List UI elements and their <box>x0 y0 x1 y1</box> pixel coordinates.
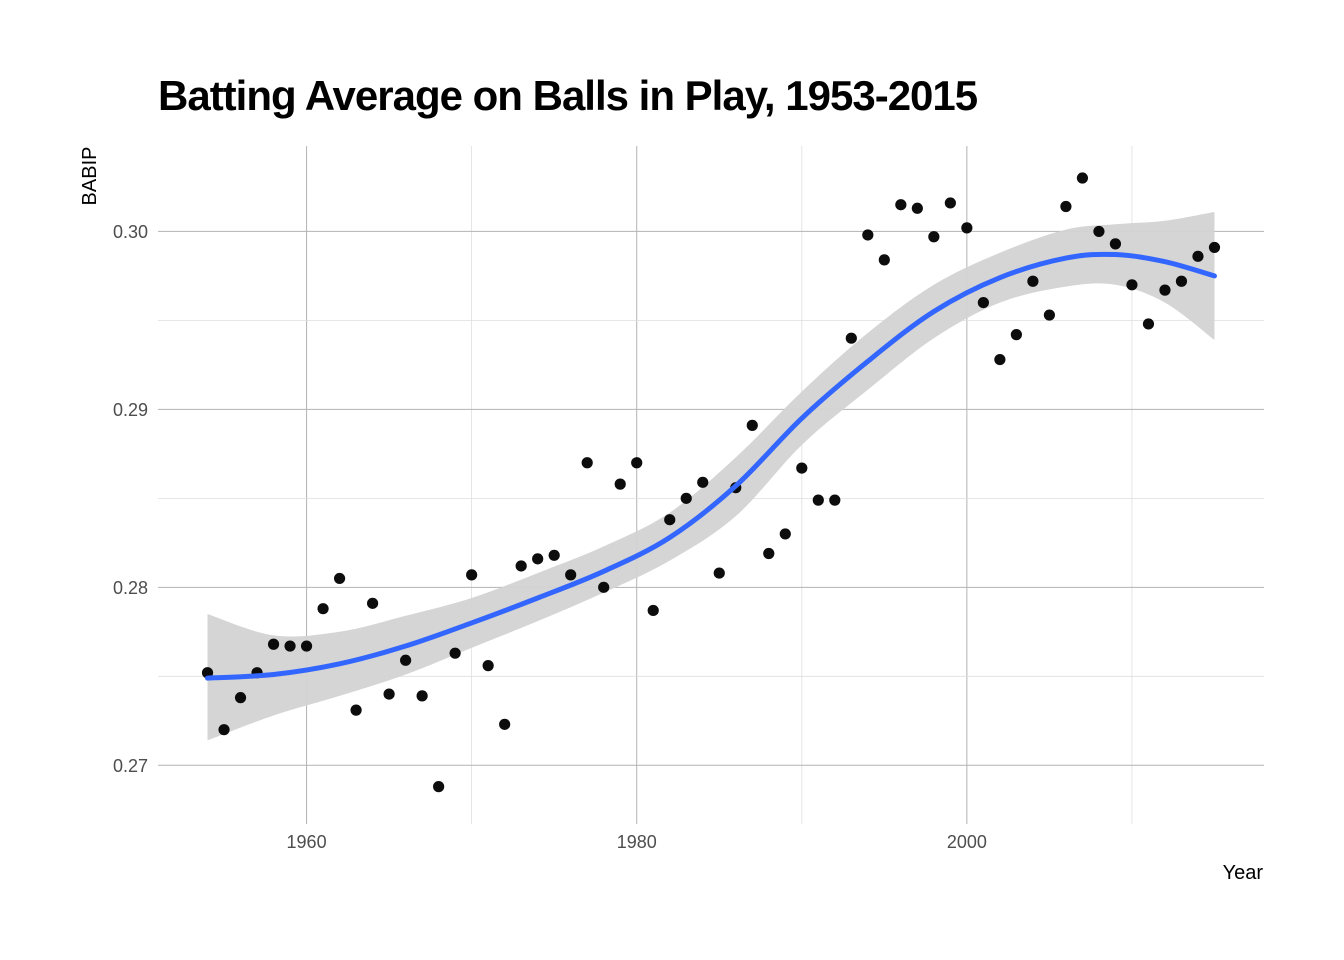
data-point <box>548 549 560 561</box>
data-point <box>763 547 775 560</box>
data-point <box>1060 200 1072 213</box>
data-point <box>1093 225 1105 238</box>
data-point <box>631 457 643 469</box>
data-point <box>499 718 511 730</box>
data-point <box>1192 250 1204 262</box>
data-point <box>366 597 379 609</box>
data-point <box>779 528 791 540</box>
data-point <box>878 254 890 266</box>
y-tick-label: 0.27 <box>113 756 148 776</box>
data-point <box>845 332 857 344</box>
x-axis-ticks: 1960 1980 2000 <box>287 832 987 852</box>
data-point <box>416 690 428 702</box>
data-point <box>944 197 956 209</box>
data-point <box>284 640 296 652</box>
data-point <box>350 704 362 716</box>
data-point <box>515 560 527 572</box>
data-point <box>862 229 874 241</box>
data-point <box>697 476 709 488</box>
data-point <box>911 202 923 214</box>
data-point <box>647 604 659 617</box>
data-point <box>317 603 329 615</box>
confidence-ribbon <box>207 211 1215 741</box>
data-point <box>218 724 230 736</box>
x-axis-label: Year <box>1223 862 1264 884</box>
y-tick-label: 0.28 <box>113 578 148 598</box>
y-tick-label: 0.30 <box>113 222 148 242</box>
data-point <box>565 569 577 581</box>
smooth-trend-line <box>205 251 1217 681</box>
data-point <box>532 553 544 565</box>
x-tick-label: 2000 <box>947 832 987 852</box>
data-point <box>812 494 824 506</box>
y-axis-ticks: 0.27 0.28 0.29 0.30 <box>113 222 148 776</box>
data-point <box>598 581 610 593</box>
data-point <box>1076 172 1089 184</box>
data-point <box>614 478 626 490</box>
data-point <box>267 638 280 650</box>
data-point <box>1159 284 1171 296</box>
y-axis-label: BABIP <box>79 147 101 206</box>
x-tick-label: 1960 <box>287 832 327 852</box>
data-point <box>581 457 593 469</box>
data-point <box>383 688 395 700</box>
x-tick-label: 1980 <box>617 832 657 852</box>
data-point <box>300 640 313 652</box>
data-point <box>1010 329 1022 341</box>
data-point <box>433 781 445 793</box>
data-point <box>1142 318 1155 330</box>
data-point <box>977 296 989 309</box>
data-point <box>1043 309 1056 321</box>
data-point <box>1126 279 1138 291</box>
data-point <box>680 492 692 504</box>
data-point <box>664 514 676 526</box>
data-point <box>466 569 478 581</box>
data-point <box>895 199 907 211</box>
data-point <box>1027 275 1039 287</box>
data-point <box>994 353 1006 366</box>
data-point <box>829 494 841 506</box>
data-point <box>333 572 346 585</box>
chart-title: Batting Average on Balls in Play, 1953-2… <box>158 72 978 119</box>
data-point <box>400 654 412 666</box>
y-tick-label: 0.29 <box>113 400 148 420</box>
data-point <box>234 692 247 704</box>
data-point <box>961 222 973 234</box>
data-point <box>713 567 725 579</box>
data-point <box>928 231 940 243</box>
data-point <box>746 419 758 431</box>
data-point <box>796 462 808 474</box>
data-point <box>1175 275 1188 287</box>
data-point <box>1208 241 1221 254</box>
data-point <box>449 647 461 659</box>
data-point <box>482 660 494 672</box>
data-point <box>1109 238 1122 250</box>
